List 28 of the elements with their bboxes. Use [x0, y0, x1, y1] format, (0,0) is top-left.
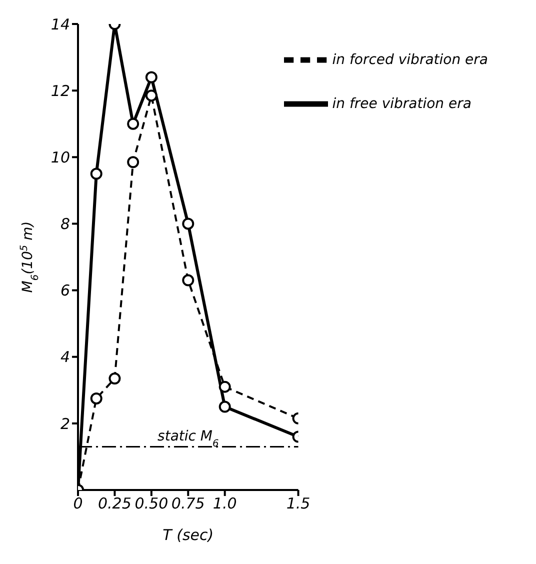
y-tick-label: 12 — [50, 82, 70, 100]
y-tick-label: 4 — [60, 348, 70, 366]
x-tick-label: 0.75 — [171, 494, 205, 513]
point — [145, 71, 158, 84]
point — [218, 400, 231, 413]
point — [108, 372, 121, 384]
x-axis-title: T (sec) — [162, 526, 214, 544]
y-tick-label: 2 — [60, 414, 70, 433]
y-tick-label: 6 — [60, 282, 70, 300]
point — [127, 156, 140, 168]
point — [90, 168, 102, 180]
point — [218, 380, 231, 393]
point — [127, 118, 140, 130]
x-tick-label: 0.50 — [134, 494, 168, 513]
x-tick-label: 1.0 — [212, 494, 237, 513]
point — [182, 218, 194, 230]
x-tick-label: 0 — [73, 494, 83, 513]
y-tick-label: 8 — [60, 215, 70, 234]
legend-label: in forced vibration era — [332, 52, 488, 68]
point — [182, 274, 194, 286]
ref-line-label: static M$_{6}$ — [158, 428, 219, 450]
legend-label: in free vibration era — [332, 96, 472, 112]
x-tick-label: 0.25 — [98, 494, 132, 513]
y-tick-label: 10 — [50, 148, 70, 166]
point — [145, 90, 158, 102]
point — [90, 392, 102, 404]
x-tick-label: 1.5 — [286, 494, 310, 513]
y-tick-label: 14 — [50, 15, 70, 34]
